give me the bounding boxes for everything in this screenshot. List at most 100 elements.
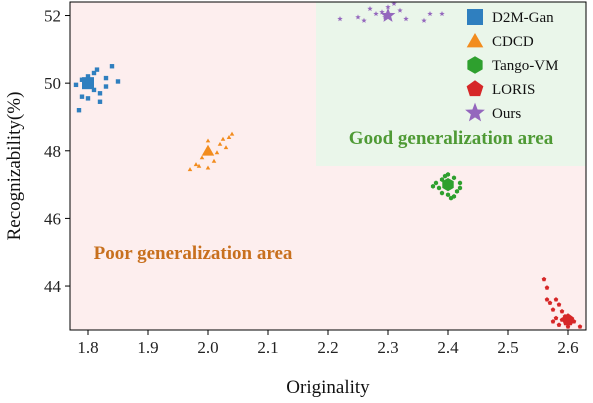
series-d2m-gan (73, 64, 121, 113)
cdcd-point (196, 163, 202, 168)
x-tick-label: 1.8 (77, 338, 98, 357)
d2m-gan-point (97, 91, 103, 96)
legend-label-cdcd: CDCD (492, 34, 534, 50)
region-label-good: Good generalization area (349, 128, 554, 149)
ours-point (355, 14, 361, 20)
series-ours (337, 2, 445, 23)
cdcd-point (193, 162, 199, 167)
d2m-gan-point (79, 94, 85, 99)
loris-point (541, 276, 547, 282)
cdcd-point (187, 167, 193, 172)
x-tick-label: 2.4 (437, 338, 459, 357)
x-tick-label: 2.1 (257, 338, 278, 357)
y-tick-label: 46 (44, 209, 61, 228)
loris-point (553, 315, 559, 321)
ours-point (439, 10, 445, 17)
x-tick-label: 2.3 (377, 338, 398, 357)
x-axis-ticks: 1.8 1.9 2.0 2.1 2.2 2.3 2.4 2.5 2.6 (77, 330, 579, 357)
ours-point (361, 17, 367, 23)
x-tick-label: 1.9 (137, 338, 158, 357)
loris-point (565, 324, 571, 329)
region-label-poor: Poor generalization area (94, 243, 293, 264)
ours-point (403, 16, 409, 22)
d2m-gan-point (85, 74, 91, 79)
tango-vm-point (448, 195, 454, 201)
ours-point (427, 10, 433, 17)
legend-marker-tango-vm (467, 56, 483, 74)
loris-point (544, 285, 550, 290)
y-axis-ticks: 44 46 48 50 52 (44, 7, 70, 296)
ours-point (421, 17, 427, 23)
ours-point (373, 10, 379, 17)
x-tick-label: 2.5 (497, 338, 518, 357)
ours-point (391, 2, 397, 6)
ours-point (397, 7, 403, 13)
cdcd-point (199, 155, 205, 160)
loris-point (547, 300, 553, 305)
x-tick-label: 2.2 (317, 338, 338, 357)
ours-center-point (380, 7, 396, 22)
cdcd-point (205, 138, 211, 143)
y-axis-label: Recognizability(%) (4, 92, 25, 241)
cdcd-point (229, 131, 235, 136)
d2m-gan-point (103, 75, 109, 81)
ours-point (367, 5, 373, 12)
tango-vm-point (445, 192, 451, 198)
series-loris (541, 276, 583, 329)
tango-vm-point (439, 177, 445, 182)
loris-point (556, 302, 562, 307)
loris-point (550, 307, 556, 312)
x-tick-label: 2.0 (197, 338, 218, 357)
cdcd-center-point (201, 144, 215, 156)
cdcd-point (211, 158, 217, 163)
tango-vm-point (454, 188, 460, 194)
tango-vm-point (442, 173, 448, 179)
d2m-gan-point (115, 79, 121, 84)
legend-marker-d2m-gan (467, 9, 483, 25)
x-tick-label: 2.6 (557, 338, 578, 357)
tango-vm-center-point (442, 178, 454, 192)
d2m-gan-point (103, 84, 109, 89)
data-points (73, 2, 583, 329)
region-labels: Poor generalization area Good generaliza… (94, 128, 554, 264)
series-cdcd (187, 131, 235, 172)
legend-label-tango-vm: Tango-VM (492, 58, 558, 74)
d2m-gan-center-point (82, 77, 94, 90)
d2m-gan-point (94, 67, 100, 72)
series-tango-vm (430, 172, 463, 201)
y-tick-label: 50 (44, 74, 61, 93)
cdcd-point (223, 145, 229, 150)
d2m-gan-point (91, 87, 97, 93)
legend-marker-cdcd (466, 33, 484, 48)
d2m-gan-point (85, 96, 91, 101)
y-tick-label: 48 (44, 142, 61, 161)
legend: D2M-Gan CDCD Tango-VM LORIS Ours (465, 9, 558, 122)
d2m-gan-point (73, 82, 79, 88)
cdcd-point (217, 141, 223, 146)
cdcd-point (226, 135, 232, 140)
y-tick-label: 44 (44, 277, 62, 296)
ours-point (385, 4, 391, 10)
region-1 (316, 2, 586, 166)
d2m-gan-point (97, 99, 103, 104)
cdcd-point (214, 150, 220, 155)
d2m-gan-point (109, 64, 115, 69)
legend-marker-ours (465, 102, 485, 122)
regions-layer (70, 2, 586, 330)
ours-point (379, 9, 385, 15)
loris-point (550, 319, 556, 324)
cdcd-point (205, 165, 211, 170)
loris-point (577, 324, 583, 329)
tango-vm-point (457, 185, 463, 191)
legend-label-loris: LORIS (492, 82, 535, 98)
loris-point (559, 308, 565, 314)
d2m-gan-point (76, 108, 82, 113)
d2m-gan-point (91, 70, 97, 76)
tango-vm-point (433, 180, 439, 186)
loris-point (544, 297, 550, 302)
x-axis-label: Originality (286, 377, 370, 398)
tango-vm-point (457, 180, 463, 186)
tango-vm-point (430, 183, 436, 189)
tango-vm-point (451, 175, 457, 181)
